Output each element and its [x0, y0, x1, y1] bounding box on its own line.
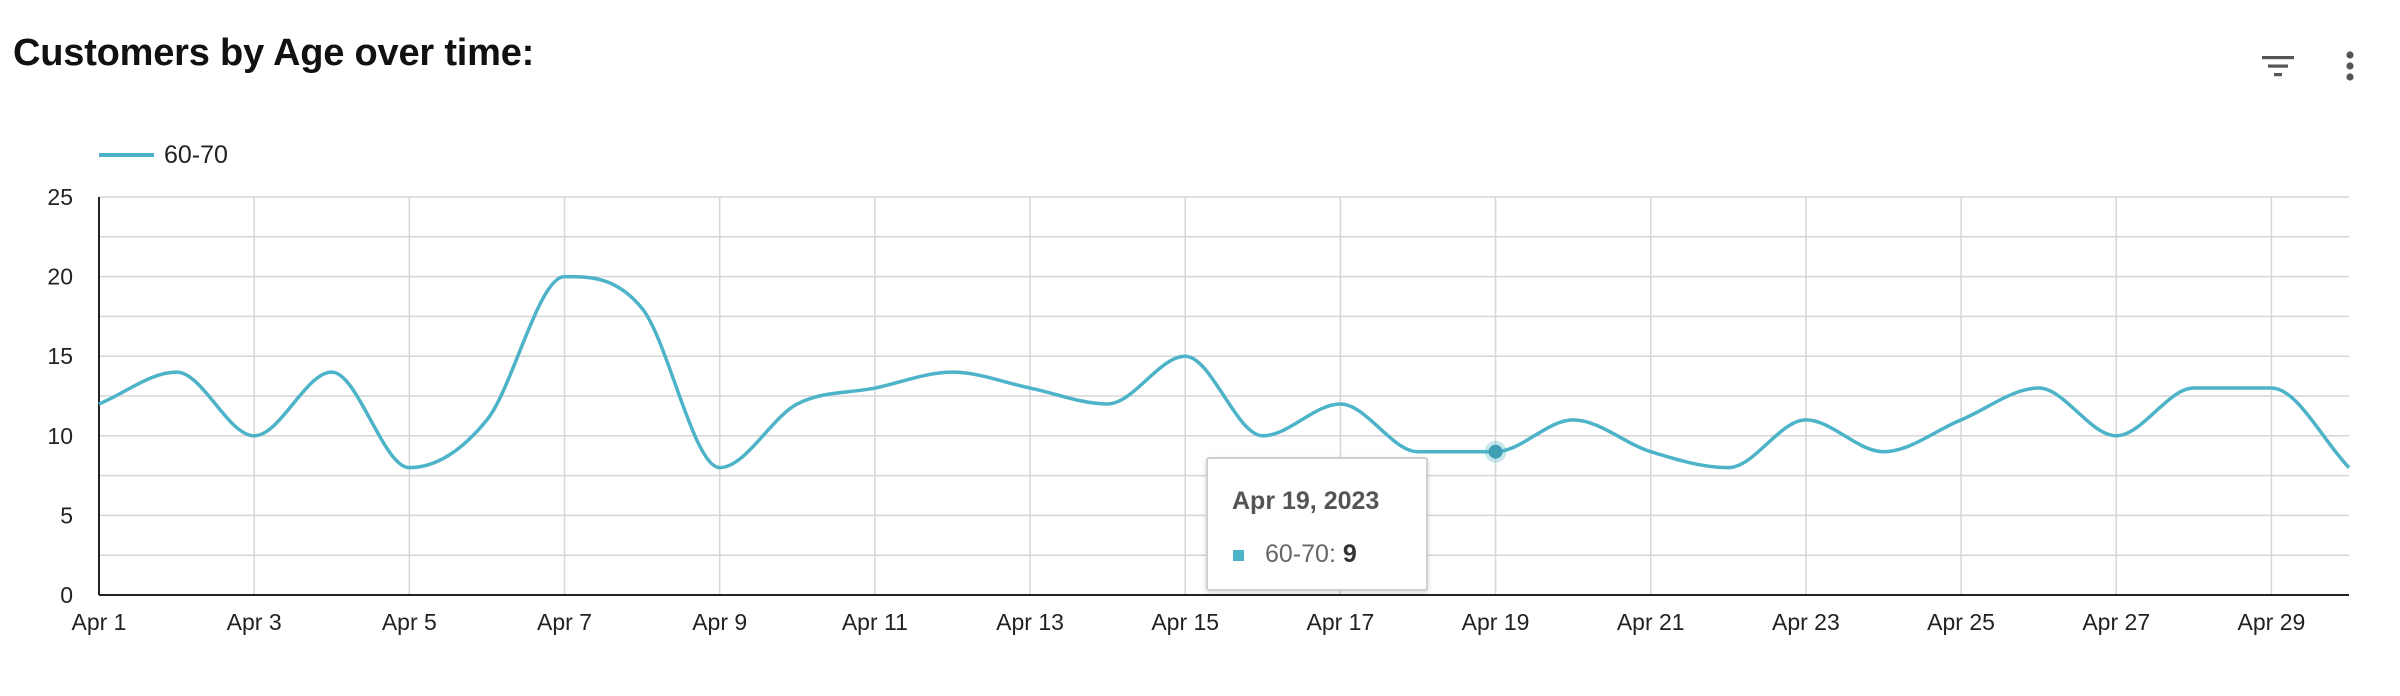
data-point	[2113, 433, 2119, 439]
y-tick-label: 5	[60, 502, 73, 528]
data-point	[949, 369, 955, 375]
data-point	[1880, 449, 1886, 455]
x-tick-label: Apr 23	[1772, 609, 1840, 635]
more-vert-icon	[2346, 51, 2354, 81]
tooltip-date: Apr 19, 2023	[1232, 487, 1380, 515]
x-tick-label: Apr 27	[2082, 609, 2150, 635]
data-point	[251, 433, 257, 439]
x-tick-label: Apr 11	[842, 609, 908, 635]
x-tick-label: Apr 25	[1927, 609, 1995, 635]
x-tick-label: Apr 29	[2238, 609, 2306, 635]
data-point	[1958, 417, 1964, 423]
series-line-60-70	[98, 274, 2351, 470]
data-point	[794, 401, 800, 407]
legend-label: 60-70	[164, 141, 228, 169]
tooltip-value: 9	[1342, 540, 1357, 568]
y-tick-label: 25	[47, 184, 73, 210]
data-point	[329, 369, 335, 375]
tooltip-swatch	[1233, 550, 1244, 561]
data-point	[2268, 385, 2274, 391]
data-point	[2346, 465, 2352, 471]
data-point	[1570, 417, 1576, 423]
y-tick-label: 0	[60, 582, 73, 608]
x-tick-label: Apr 7	[537, 609, 592, 635]
x-tick-label: Apr 1	[72, 609, 127, 635]
data-point	[2036, 385, 2042, 391]
data-point	[2191, 385, 2197, 391]
x-tick-label: Apr 19	[1462, 609, 1530, 635]
highlight-point	[1488, 444, 1503, 459]
legend: 60-70	[99, 141, 228, 169]
data-point	[1105, 401, 1111, 407]
x-tick-label: Apr 15	[1151, 609, 1219, 635]
data-point	[484, 417, 490, 423]
y-tick-label: 20	[47, 264, 73, 290]
series-layer	[96, 274, 2352, 471]
filter-button[interactable]	[2256, 44, 2300, 88]
y-tick-label: 10	[47, 423, 73, 449]
chart-title: Customers by Age over time:	[13, 32, 535, 74]
data-point	[1415, 449, 1421, 455]
data-point	[1182, 353, 1188, 359]
data-point	[1027, 385, 1033, 391]
x-tick-label: Apr 17	[1306, 609, 1374, 635]
data-tooltip: Apr 19, 2023 60-70: 9	[1206, 457, 1428, 591]
x-tick-label: Apr 13	[996, 609, 1064, 635]
data-point	[1337, 401, 1343, 407]
tooltip-series-label: 60-70:	[1265, 540, 1343, 568]
data-point	[1803, 417, 1809, 423]
x-tick-label: Apr 3	[227, 609, 282, 635]
x-tick-label: Apr 9	[692, 609, 747, 635]
y-tick-label: 15	[47, 343, 73, 369]
data-point	[717, 465, 723, 471]
data-point	[1725, 465, 1731, 471]
axes: 0 5 10 15 20 25 Apr 1 Apr 3 Apr 5 Apr 7 Apr 9 Apr 1…	[47, 184, 2349, 635]
data-point	[562, 274, 568, 280]
data-point	[96, 401, 102, 407]
data-point	[406, 465, 412, 471]
data-point	[639, 305, 645, 311]
filter-icon	[2262, 56, 2294, 77]
x-tick-label: Apr 21	[1617, 609, 1685, 635]
data-point	[174, 369, 180, 375]
data-point	[872, 385, 878, 391]
data-point	[1260, 433, 1266, 439]
tooltip-series-value: 60-70: 9	[1265, 540, 1357, 569]
more-options-button[interactable]	[2328, 44, 2372, 88]
data-point	[1648, 449, 1654, 455]
x-tick-label: Apr 5	[382, 609, 437, 635]
